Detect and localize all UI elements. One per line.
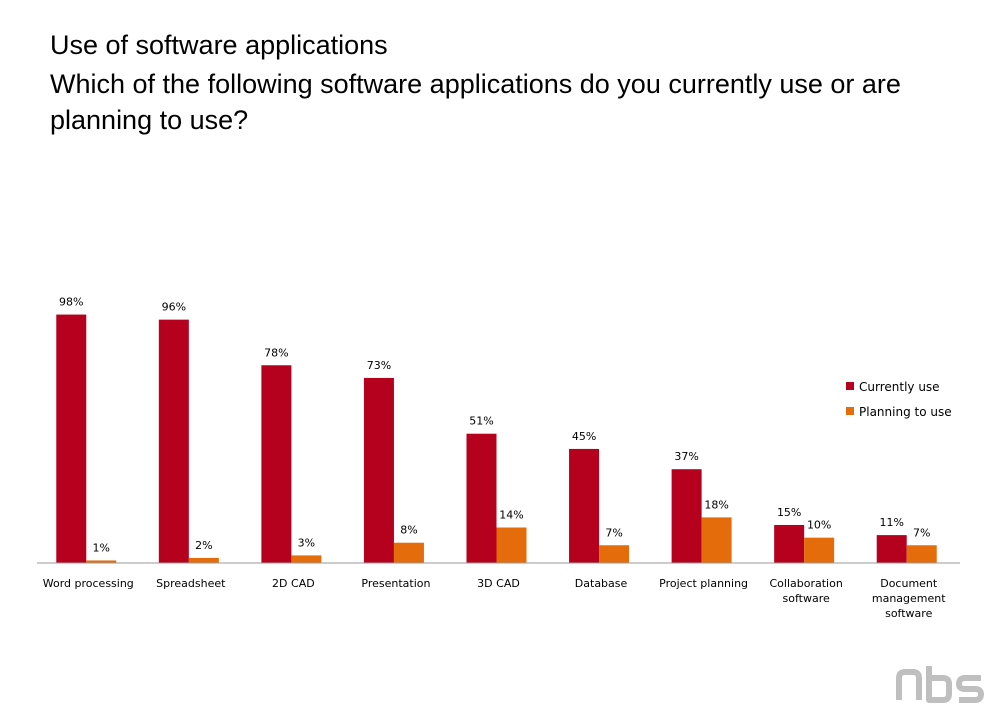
category-label: Collaboration software xyxy=(770,577,843,605)
bar-planning-to-use xyxy=(291,555,322,563)
legend-label-currently-use: Currently use xyxy=(859,380,940,394)
value-label: 73% xyxy=(367,359,391,372)
category-label: 3D CAD xyxy=(477,577,520,590)
bar-currently-use xyxy=(56,314,87,563)
category-label: Spreadsheet xyxy=(156,577,226,590)
value-label: 37% xyxy=(674,450,698,463)
value-label: 1% xyxy=(93,541,110,554)
legend-swatch-planning-to-use xyxy=(846,407,854,415)
category-label: Project planning xyxy=(659,577,748,590)
bar-planning-to-use xyxy=(701,517,732,563)
bar-currently-use xyxy=(876,535,907,563)
bar-currently-use xyxy=(671,469,702,563)
nbs-logo xyxy=(896,666,984,703)
chart-title: Use of software applications xyxy=(50,30,388,60)
bar-currently-use xyxy=(363,377,394,563)
category-label: Presentation xyxy=(361,577,430,590)
bar-planning-to-use xyxy=(599,545,630,563)
bar-planning-to-use xyxy=(906,545,937,563)
value-label: 14% xyxy=(499,509,523,522)
value-label: 96% xyxy=(162,301,186,314)
bar-planning-to-use xyxy=(188,557,219,563)
value-label: 2% xyxy=(195,539,212,552)
bar-currently-use xyxy=(261,365,292,563)
chart-subtitle: Which of the following software applicat… xyxy=(50,69,901,135)
value-label: 51% xyxy=(469,415,493,428)
category-label: 2D CAD xyxy=(272,577,315,590)
bar-planning-to-use xyxy=(804,537,835,563)
value-label: 10% xyxy=(807,519,831,532)
value-label: 18% xyxy=(704,498,728,511)
legend-label-planning-to-use: Planning to use xyxy=(859,405,952,419)
bar-planning-to-use xyxy=(393,542,424,563)
value-label: 7% xyxy=(913,526,930,539)
value-label: 45% xyxy=(572,430,596,443)
category-label: Word processing xyxy=(43,577,134,590)
bar-currently-use xyxy=(774,524,805,563)
category-label: Document management software xyxy=(872,577,946,620)
value-label: 78% xyxy=(264,346,288,359)
bar-planning-to-use xyxy=(86,560,117,563)
bar-planning-to-use xyxy=(496,527,527,563)
bar-currently-use xyxy=(466,433,497,563)
category-label: Database xyxy=(575,577,628,590)
value-label: 98% xyxy=(59,296,83,309)
bar-currently-use xyxy=(569,448,600,563)
value-label: 8% xyxy=(400,524,417,537)
value-label: 15% xyxy=(777,506,801,519)
value-label: 11% xyxy=(879,516,903,529)
legend-swatch-currently-use xyxy=(846,382,854,390)
bar-currently-use xyxy=(158,319,189,563)
value-label: 7% xyxy=(605,526,622,539)
value-label: 3% xyxy=(298,536,315,549)
